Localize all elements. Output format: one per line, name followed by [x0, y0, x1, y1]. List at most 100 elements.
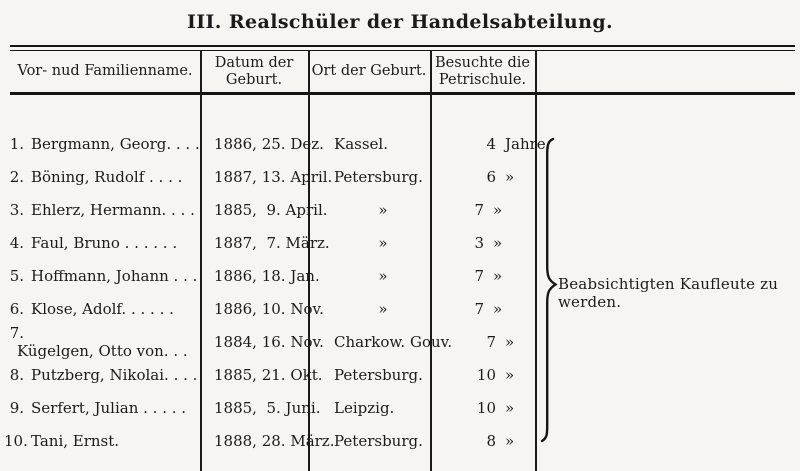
school-years-cell: 7»	[444, 201, 549, 219]
column-divider-1	[200, 50, 202, 471]
student-name-cell: 4. Faul, Bruno . . . . . .	[10, 234, 200, 252]
student-name-cell: 9. Serfert, Julian . . . . .	[10, 399, 200, 417]
school-years-cell: 10 »	[456, 399, 561, 417]
birth-place-cell: Leipzig.	[334, 399, 395, 418]
years-value: 8	[486, 432, 496, 451]
brace-annotation-text: Beabsichtigten Kaufleute zu werden.	[558, 274, 779, 311]
student-name: Ehlerz, Hermann. . . .	[31, 201, 195, 220]
student-name: Tani, Ernst.	[31, 432, 120, 451]
table-row: 5. Hoffmann, Johann . . . 1886, 18. Jan. …	[10, 260, 795, 293]
years-unit: »	[505, 366, 515, 385]
header-birthdate-column: Datum der Geburt.	[214, 54, 294, 88]
page-title: III. Realschüler der Handelsabteilung.	[186, 11, 614, 33]
birth-date-cell: 1886, 25. Dez.	[214, 135, 324, 154]
birth-date-cell: 1885, 9. April.	[214, 201, 328, 220]
row-number: 10.	[4, 432, 28, 451]
birth-place-cell: »	[378, 201, 388, 220]
table-row: 10. Tani, Ernst. 1888, 28. März. Petersbu…	[4, 425, 795, 458]
birth-date-cell: 1887, 7. März.	[214, 234, 330, 253]
birth-place-cell: Petersburg.	[334, 432, 423, 451]
row-number: 9.	[9, 399, 24, 418]
years-unit: »	[505, 432, 515, 451]
student-name: Kügelgen, Otto von. . .	[17, 342, 188, 361]
table-header-row: Vor- nud Familienname. Datum der Geburt.…	[10, 51, 795, 92]
header-name-column: Vor- nud Familienname.	[17, 63, 193, 79]
student-name-cell: 1. Bergmann, Georg. . . .	[10, 135, 200, 153]
row-number: 3.	[9, 201, 24, 220]
header-birthplace-column: Ort der Geburt.	[311, 63, 427, 79]
header-bottom-rule	[10, 92, 795, 95]
row-number: 5.	[9, 267, 24, 286]
student-name-cell: 2. Böning, Rudolf . . . .	[10, 168, 200, 186]
birth-place-cell: »	[378, 234, 388, 253]
grouping-brace-icon	[538, 137, 562, 443]
birth-place-cell: Kassel.	[334, 135, 388, 154]
birth-date-cell: 1888, 28. März.	[214, 432, 335, 451]
column-divider-2	[308, 50, 310, 471]
birth-place-cell: Charkow. Gouv.	[334, 333, 453, 352]
years-unit: »	[493, 300, 503, 319]
student-name: Putzberg, Nikolai. . . .	[31, 366, 198, 385]
years-value: 10	[476, 366, 496, 385]
row-number: 8.	[9, 366, 24, 385]
table-row: 7.Kügelgen, Otto von. . . 1884, 16. Nov.…	[10, 324, 795, 360]
student-name: Klose, Adolf. . . . . .	[31, 300, 174, 319]
years-unit: Jahre.	[505, 135, 551, 154]
years-value: 4	[486, 135, 496, 154]
table-row: 2. Böning, Rudolf . . . . 1887, 13. April…	[10, 161, 795, 194]
years-value: 7	[486, 333, 496, 352]
table-row: 6. Klose, Adolf. . . . . . 1886, 10. Nov.…	[10, 293, 795, 326]
years-value: 7	[474, 201, 484, 220]
birth-place-cell: »	[378, 267, 388, 286]
student-name: Böning, Rudolf . . . .	[31, 168, 183, 187]
row-number: 2.	[9, 168, 24, 187]
student-name: Faul, Bruno . . . . . .	[31, 234, 178, 253]
student-name-cell: 8. Putzberg, Nikolai. . . .	[10, 366, 200, 384]
table-top-double-rule	[10, 45, 795, 51]
student-name-cell: 3. Ehlerz, Hermann. . . .	[10, 201, 200, 219]
years-value: 6	[486, 168, 496, 187]
students-table: Vor- nud Familienname. Datum der Geburt.…	[4, 45, 795, 471]
column-divider-4	[535, 50, 537, 471]
birth-date-cell: 1885, 5. Juni.	[214, 399, 321, 418]
school-years-cell: 3»	[444, 234, 549, 252]
table-row: 1. Bergmann, Georg. . . . 1886, 25. Dez. …	[10, 128, 795, 161]
student-name: Serfert, Julian . . . . .	[31, 399, 187, 418]
birth-date-cell: 1887, 13. April.	[214, 168, 333, 187]
years-value: 7	[474, 300, 484, 319]
years-unit: »	[505, 399, 515, 418]
table-rows: 1. Bergmann, Georg. . . . 1886, 25. Dez. …	[4, 128, 795, 458]
student-name: Hoffmann, Johann . . .	[31, 267, 198, 286]
table-row: 3. Ehlerz, Hermann. . . . 1885, 9. April.…	[10, 194, 795, 227]
birth-place-cell: Petersburg.	[334, 168, 423, 187]
student-name: Bergmann, Georg. . . .	[31, 135, 200, 154]
birth-date-cell: 1886, 18. Jan.	[214, 267, 320, 286]
student-name-cell: 5. Hoffmann, Johann . . .	[10, 267, 200, 285]
school-years-cell: 7»	[456, 333, 561, 351]
birth-date-cell: 1884, 16. Nov.	[214, 333, 324, 352]
years-unit: »	[493, 201, 503, 220]
years-unit: »	[505, 168, 515, 187]
table-row: 8. Putzberg, Nikolai. . . . 1885, 21. Okt…	[10, 359, 795, 392]
student-name-cell: 7.Kügelgen, Otto von. . .	[10, 324, 200, 360]
school-years-cell: 10 »	[456, 366, 561, 384]
column-divider-3	[430, 50, 432, 471]
years-value: 7	[474, 267, 484, 286]
header-school-column: Besuchte die Petrischule.	[435, 54, 530, 88]
years-unit: »	[493, 267, 503, 286]
years-value: 3	[474, 234, 484, 253]
school-years-cell: 4 Jahre.	[456, 135, 561, 153]
birth-place-cell: »	[378, 300, 388, 319]
years-unit: »	[493, 234, 503, 253]
birth-place-cell: Petersburg.	[334, 366, 423, 385]
table-row: 9. Serfert, Julian . . . . . 1885, 5. Jun…	[10, 392, 795, 425]
school-years-cell: 7»	[444, 267, 549, 285]
school-years-cell: 8»	[456, 432, 561, 450]
row-number: 7.	[9, 324, 24, 343]
table-body: 1. Bergmann, Georg. . . . 1886, 25. Dez. …	[4, 95, 795, 471]
school-years-cell: 6»	[456, 168, 561, 186]
student-name-cell: 6. Klose, Adolf. . . . . .	[10, 300, 200, 318]
table-row: 4. Faul, Bruno . . . . . . 1887, 7. März.…	[10, 227, 795, 260]
row-number: 1.	[9, 135, 24, 154]
